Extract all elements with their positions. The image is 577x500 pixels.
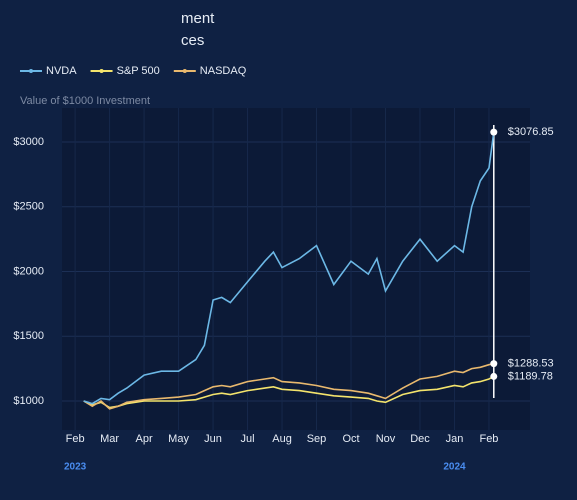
x-tick-label: Mar	[100, 433, 119, 445]
end-value-label: $1288.53	[508, 358, 554, 370]
x-tick-label: Dec	[410, 433, 430, 445]
end-value-label: $1189.78	[508, 370, 553, 382]
x-tick-label: Nov	[376, 433, 396, 445]
title: ces	[181, 32, 204, 49]
x-tick-label: May	[168, 433, 189, 445]
title: ment	[181, 10, 215, 27]
y-tick-label: $2500	[13, 201, 44, 213]
y-axis-title: Value of $1000 Investment	[20, 95, 150, 107]
x-tick-label: Aug	[272, 433, 292, 445]
year-label: 2023	[64, 462, 87, 473]
legend-marker	[29, 69, 33, 73]
x-tick-label: Jul	[241, 433, 255, 445]
end-marker	[490, 372, 498, 380]
x-tick-label: Sep	[307, 433, 327, 445]
legend-label: NVDA	[46, 65, 77, 77]
x-tick-label: Jun	[204, 433, 222, 445]
legend-marker	[182, 69, 187, 73]
x-tick-label: Oct	[342, 433, 359, 445]
y-tick-label: $1500	[13, 330, 44, 342]
series-line	[83, 131, 495, 405]
year-label: 2024	[443, 462, 466, 473]
end-value-label: $3076.85	[508, 126, 554, 138]
x-tick-label: Feb	[66, 433, 85, 445]
legend-label: NASDAQ	[200, 65, 247, 77]
series-line	[83, 375, 495, 409]
end-marker	[490, 360, 498, 368]
plot-area	[62, 108, 530, 430]
x-tick-label: Apr	[136, 433, 153, 445]
y-tick-label: $3000	[13, 136, 44, 148]
y-tick-label: $1000	[13, 395, 44, 407]
x-tick-label: Feb	[479, 433, 498, 445]
x-tick-label: Jan	[446, 433, 464, 445]
end-marker	[490, 128, 498, 136]
series-line	[83, 362, 494, 410]
y-tick-label: $2000	[13, 265, 44, 277]
legend-label: S&P 500	[117, 65, 160, 77]
legend-marker	[99, 69, 104, 73]
